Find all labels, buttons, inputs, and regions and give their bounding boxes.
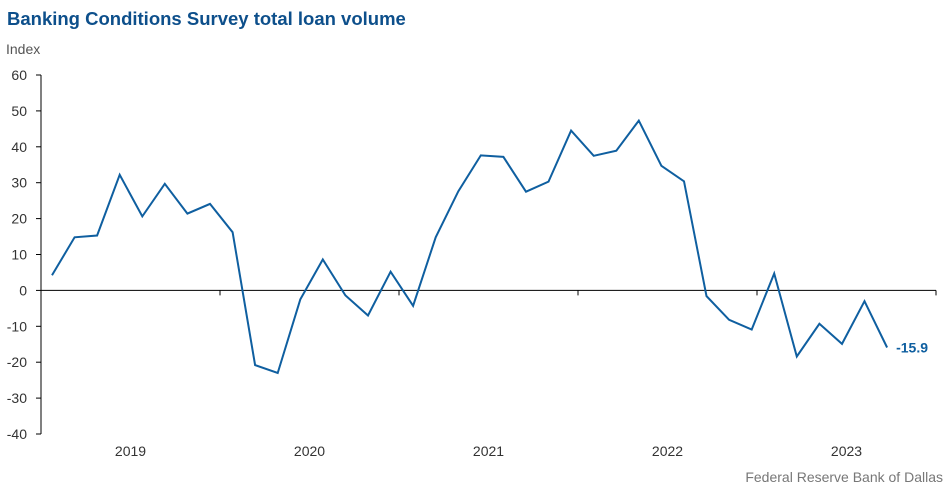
y-tick-label: -10 xyxy=(7,318,27,334)
y-tick-label: -30 xyxy=(7,390,27,406)
y-tick-label: 30 xyxy=(11,175,27,191)
y-tick-label: 20 xyxy=(11,211,27,227)
y-tick-label: -20 xyxy=(7,354,27,370)
x-tick-label: 2021 xyxy=(473,443,504,459)
y-tick-label: 40 xyxy=(11,139,27,155)
y-tick-label: 0 xyxy=(19,282,27,298)
x-tick-label: 2019 xyxy=(115,443,146,459)
source-note: Federal Reserve Bank of Dallas xyxy=(745,469,943,485)
y-tick-label: 10 xyxy=(11,247,27,263)
x-tick-label: 2020 xyxy=(294,443,325,459)
x-tick-label: 2023 xyxy=(831,443,862,459)
y-tick-label: 60 xyxy=(11,67,27,83)
series-line xyxy=(51,118,888,375)
x-tick-label: 2022 xyxy=(652,443,683,459)
chart-title: Banking Conditions Survey total loan vol… xyxy=(7,8,406,29)
end-value-label: -15.9 xyxy=(896,339,928,355)
y-tick-label: -40 xyxy=(7,426,27,442)
series-layer: -15.9 xyxy=(51,118,928,375)
y-axis-label: Index xyxy=(6,41,41,57)
y-axis: 60 50 40 30 20 10 0 -10 -20 -30 -40 xyxy=(7,67,42,442)
x-axis: 2019 2020 2021 2022 2023 xyxy=(41,289,937,459)
y-tick-label: 50 xyxy=(11,103,27,119)
